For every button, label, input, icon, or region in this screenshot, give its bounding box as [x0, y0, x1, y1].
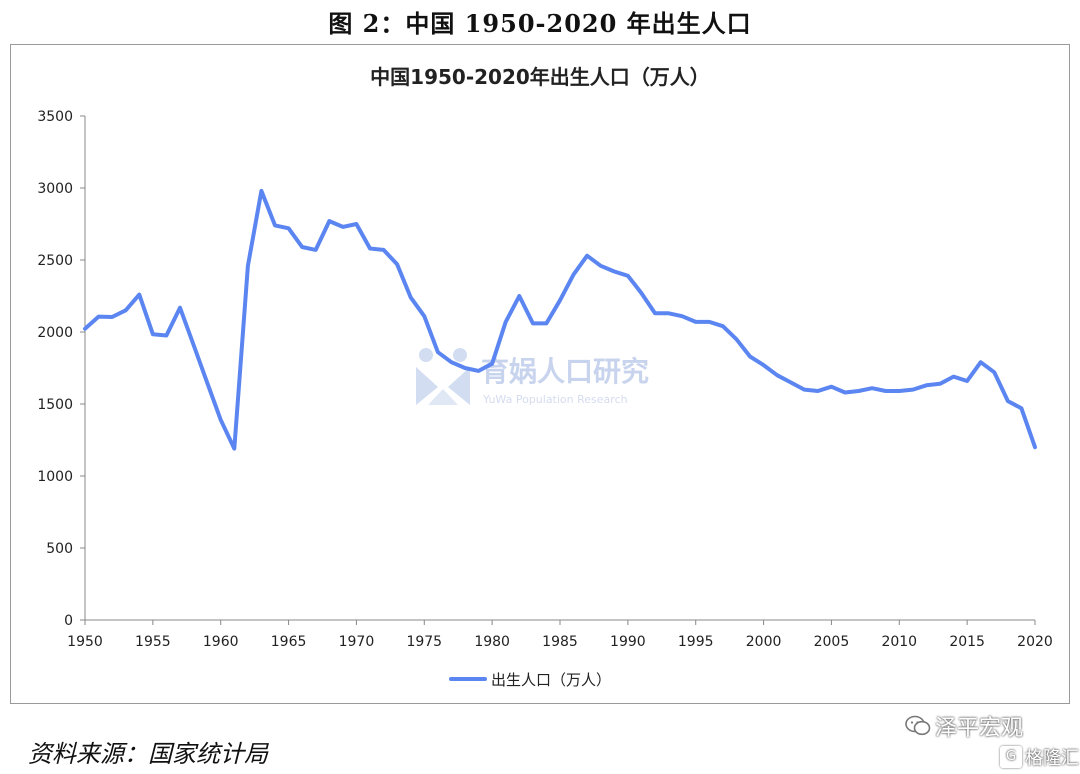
x-tick-label: 1980: [474, 634, 510, 650]
chart-title: 中国1950-2020年出生人口（万人）: [370, 65, 710, 89]
x-tick-label: 2015: [949, 634, 985, 650]
series-layer: [83, 188, 1037, 451]
y-axis-ticks: 0 500 1000 1500 2000 2500 3000 3500: [37, 109, 85, 629]
y-tick-label: 0: [64, 613, 73, 629]
yuwa-logo-icon: [416, 348, 470, 405]
x-axis-ticks: 1950 1955 1960 1965 1970 1975 1980 1985 1990 1995…: [67, 620, 1053, 650]
figure-caption: 图 2：中国 1950-2020 年出生人口: [328, 9, 752, 38]
x-tick-label: 2020: [1017, 634, 1053, 650]
x-tick-label: 2010: [881, 634, 917, 650]
x-tick-label: 2000: [746, 634, 782, 650]
g-logo-icon: G: [1000, 746, 1022, 768]
watermark-subtitle: YuWa Population Research: [482, 393, 628, 406]
watermark: 育娲人口研究 YuWa Population Research: [416, 348, 649, 406]
x-tick-label: 1950: [67, 634, 103, 650]
series-line: [83, 188, 1037, 451]
x-tick-label: 1965: [271, 634, 307, 650]
x-tick-label: 1955: [135, 634, 171, 650]
y-tick-label: 500: [46, 541, 73, 557]
source-note: 资料来源：国家统计局: [28, 740, 268, 768]
chart-frame: 中国1950-2020年出生人口（万人） 育娲人口研究 YuWa Populat…: [10, 44, 1070, 704]
x-tick-label: 1960: [203, 634, 239, 650]
watermark-title: 育娲人口研究: [481, 355, 649, 388]
y-tick-label: 1000: [37, 469, 73, 485]
gelonghui-label: 格隆汇: [1025, 748, 1079, 769]
zeping-brand: 泽平宏观: [905, 710, 1023, 742]
x-tick-label: 2005: [814, 634, 850, 650]
y-tick-label: 3500: [37, 109, 73, 125]
x-tick-label: 1995: [678, 634, 714, 650]
y-tick-label: 1500: [37, 397, 73, 413]
line-chart: 育娲人口研究 YuWa Population Research 0 500 1000…: [37, 109, 1053, 689]
zeping-label: 泽平宏观: [935, 716, 1024, 741]
y-tick-label: 2500: [37, 253, 73, 269]
legend: 出生人口（万人）: [449, 671, 611, 689]
x-tick-label: 1970: [339, 634, 375, 650]
gelonghui-brand: G 格隆汇: [1000, 744, 1079, 770]
legend-label: 出生人口（万人）: [491, 671, 611, 689]
x-tick-label: 1975: [406, 634, 442, 650]
y-tick-label: 2000: [37, 325, 73, 341]
x-tick-label: 1990: [610, 634, 646, 650]
wechat-icon: [905, 715, 931, 736]
y-tick-label: 3000: [37, 181, 73, 197]
x-tick-label: 1985: [542, 634, 578, 650]
